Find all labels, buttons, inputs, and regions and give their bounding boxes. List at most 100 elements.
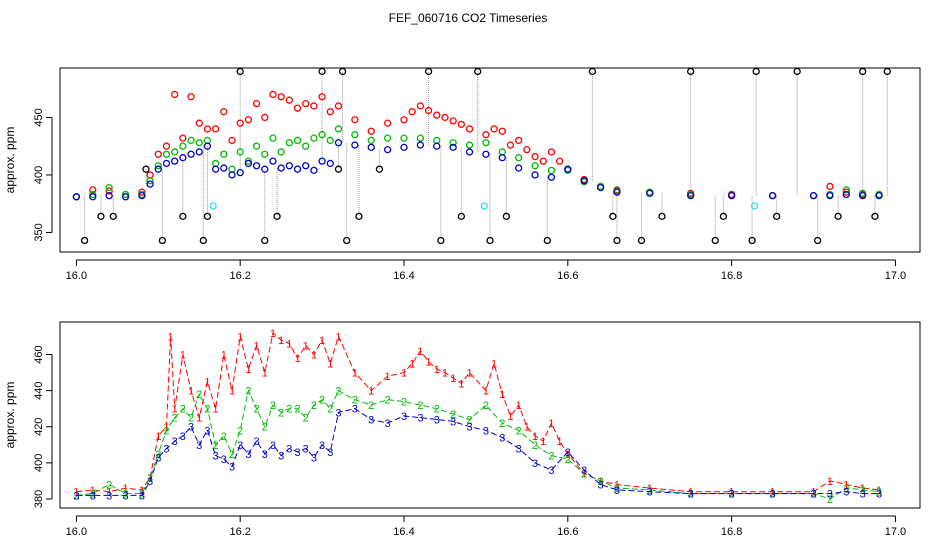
series-label-2: 2 bbox=[368, 400, 374, 412]
series-label-2: 2 bbox=[237, 425, 243, 437]
point-s2 bbox=[195, 139, 203, 147]
x-tick-label: 16.8 bbox=[721, 526, 742, 538]
point-s3 bbox=[859, 191, 867, 200]
series-label-3: 3 bbox=[229, 461, 235, 473]
point-s1 bbox=[433, 111, 441, 119]
point-s1 bbox=[383, 119, 392, 127]
point-s2 bbox=[326, 136, 334, 145]
point-flagged bbox=[609, 212, 617, 221]
series-label-2: 2 bbox=[450, 409, 456, 421]
series-label-1: 1 bbox=[73, 487, 79, 499]
point-s2 bbox=[482, 139, 490, 147]
point-s3 bbox=[400, 143, 408, 152]
point-flagged bbox=[834, 212, 842, 221]
point-s2 bbox=[285, 139, 293, 147]
point-flagged bbox=[97, 212, 105, 221]
series-label-1: 1 bbox=[581, 469, 587, 481]
point-flagged bbox=[199, 236, 207, 245]
series-label-2: 2 bbox=[548, 451, 554, 463]
series-label-1: 1 bbox=[270, 328, 276, 340]
point-s3 bbox=[326, 159, 334, 168]
point-s2 bbox=[859, 189, 867, 198]
series-label-1: 1 bbox=[827, 476, 833, 488]
series-label-1: 1 bbox=[647, 483, 653, 495]
series-label-3: 3 bbox=[876, 489, 882, 501]
series-label-2: 2 bbox=[729, 489, 735, 501]
series-label-1: 1 bbox=[311, 350, 317, 362]
series-label-1: 1 bbox=[368, 386, 374, 398]
point-s2 bbox=[220, 150, 228, 158]
series-label-2: 2 bbox=[401, 396, 407, 408]
point-s3 bbox=[105, 191, 113, 200]
point-s2 bbox=[334, 125, 343, 133]
series-label-1: 1 bbox=[450, 373, 456, 385]
point-s3 bbox=[596, 183, 605, 192]
point-s2 bbox=[449, 139, 457, 147]
series-label-1: 1 bbox=[352, 368, 358, 380]
point-s1 bbox=[515, 136, 523, 145]
point-flagged bbox=[486, 236, 494, 245]
point-s1 bbox=[555, 157, 564, 165]
point-s1 bbox=[523, 145, 531, 154]
point-flagged bbox=[719, 212, 728, 221]
series-label-3: 3 bbox=[303, 443, 309, 455]
series-label-3: 3 bbox=[155, 452, 161, 464]
series-label-1: 1 bbox=[278, 335, 284, 347]
series-label-1: 1 bbox=[434, 364, 440, 376]
x-axis: 16.0 16.2 16.4 16.6 16.8 17.0 bbox=[66, 515, 906, 538]
y-axis: 380 400 420 440 460 bbox=[33, 345, 53, 508]
point-s2 bbox=[416, 134, 425, 142]
series-label-3: 3 bbox=[122, 490, 128, 502]
point-s3 bbox=[72, 193, 81, 201]
data-points bbox=[72, 67, 891, 245]
series-label-2: 2 bbox=[73, 490, 79, 502]
series-label-3: 3 bbox=[237, 440, 243, 452]
series-label-2: 2 bbox=[188, 413, 194, 425]
y-axis-label: approx. ppm bbox=[3, 382, 17, 449]
point-s2 bbox=[351, 131, 359, 139]
point-s3 bbox=[613, 188, 621, 196]
series-label-2: 2 bbox=[270, 400, 276, 412]
point-s2 bbox=[367, 136, 375, 145]
point-flagged bbox=[813, 236, 822, 245]
point-s1 bbox=[310, 102, 318, 110]
series-label-1: 1 bbox=[417, 346, 423, 358]
series-label-2: 2 bbox=[843, 483, 849, 495]
point-s3 bbox=[826, 191, 834, 200]
x-tick-label: 16.4 bbox=[393, 526, 414, 538]
series-label-1: 1 bbox=[188, 386, 194, 398]
series-label-2: 2 bbox=[213, 440, 219, 452]
series-label-2: 2 bbox=[122, 489, 128, 501]
series-label-1: 1 bbox=[688, 487, 694, 499]
series-label-1: 1 bbox=[139, 485, 145, 497]
point-s1 bbox=[351, 116, 359, 124]
series-label-2: 2 bbox=[614, 483, 620, 495]
point-flagged bbox=[179, 212, 187, 221]
point-s3 bbox=[154, 165, 162, 173]
point-s2 bbox=[244, 157, 253, 165]
point-flagged bbox=[343, 236, 351, 245]
series-label-3: 3 bbox=[614, 485, 620, 497]
point-s3 bbox=[203, 142, 212, 150]
point-s2 bbox=[310, 134, 318, 142]
point-s1 bbox=[302, 100, 310, 108]
plot-frame bbox=[59, 321, 921, 509]
point-s3 bbox=[547, 173, 556, 181]
point-s3 bbox=[310, 166, 318, 175]
series-label-3: 3 bbox=[163, 443, 169, 455]
x-tick-label: 16.4 bbox=[393, 270, 414, 282]
series-label-2: 2 bbox=[294, 404, 300, 416]
point-s3 bbox=[842, 190, 850, 199]
x-tick-label: 16.0 bbox=[66, 526, 87, 538]
series-label-2: 2 bbox=[286, 404, 292, 416]
point-s3 bbox=[416, 141, 425, 149]
point-s1 bbox=[367, 127, 375, 135]
series-label-2: 2 bbox=[327, 404, 333, 416]
series-label-3: 3 bbox=[483, 425, 489, 437]
series-label-3: 3 bbox=[213, 451, 219, 463]
point-s3 bbox=[179, 154, 187, 162]
series-label-3: 3 bbox=[466, 422, 472, 434]
series-label-2: 2 bbox=[565, 454, 571, 466]
series-label-1: 1 bbox=[196, 413, 202, 425]
